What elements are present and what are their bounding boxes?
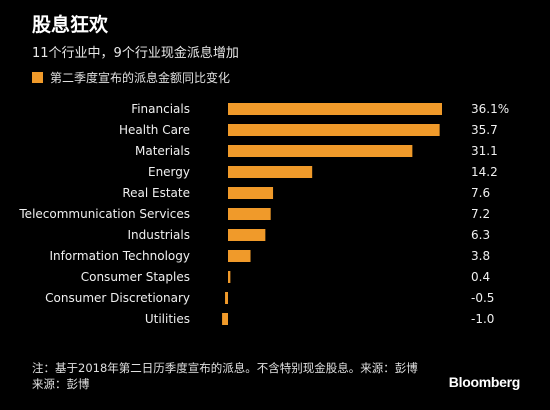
bar <box>228 124 440 136</box>
value-label: 0.4 <box>471 270 490 284</box>
category-label: Real Estate <box>122 186 190 200</box>
category-label: Health Care <box>119 123 190 137</box>
bar <box>228 103 442 115</box>
legend: 第二季度宣布的派息金额同比变化 <box>32 69 230 86</box>
category-label: Energy <box>148 165 190 179</box>
bar <box>228 166 313 178</box>
bar <box>228 208 271 220</box>
footnote-note: 注：基于2018年第二日历季度宣布的派息。不含特别现金股息。来源：彭博 <box>32 361 418 375</box>
value-label: 31.1 <box>471 144 498 158</box>
value-label: 6.3 <box>471 228 490 242</box>
value-label: -1.0 <box>471 312 494 326</box>
category-label: Telecommunication Services <box>18 207 190 221</box>
bar <box>222 313 228 325</box>
legend-label: 第二季度宣布的派息金额同比变化 <box>50 71 231 85</box>
category-label: Consumer Staples <box>81 270 190 284</box>
bloomberg-logo: Bloomberg <box>448 374 521 390</box>
bar <box>228 271 231 283</box>
value-label: 35.7 <box>471 123 498 137</box>
bar <box>228 145 413 157</box>
value-label: 36.1% <box>471 102 509 116</box>
bar <box>225 292 228 304</box>
value-label: 14.2 <box>471 165 498 179</box>
bar <box>228 250 251 262</box>
bar <box>228 187 274 199</box>
category-label: Consumer Discretionary <box>45 291 190 305</box>
category-label: Industrials <box>127 228 190 242</box>
legend-swatch <box>32 72 43 83</box>
category-label: Utilities <box>145 312 190 326</box>
chart-title: 股息狂欢 <box>32 14 109 36</box>
category-label: Materials <box>135 144 190 158</box>
value-label: -0.5 <box>471 291 494 305</box>
value-label: 7.6 <box>471 186 490 200</box>
category-label: Financials <box>131 102 190 116</box>
bar <box>228 229 266 241</box>
category-label: Information Technology <box>50 249 191 263</box>
footnote: 注：基于2018年第二日历季度宣布的派息。不含特别现金股息。来源：彭博 来源：彭… <box>32 360 418 392</box>
value-label: 3.8 <box>471 249 490 263</box>
footnote-source: 来源：彭博 <box>32 377 90 391</box>
chart-subtitle: 11个行业中，9个行业现金派息增加 <box>32 46 239 61</box>
value-label: 7.2 <box>471 207 490 221</box>
